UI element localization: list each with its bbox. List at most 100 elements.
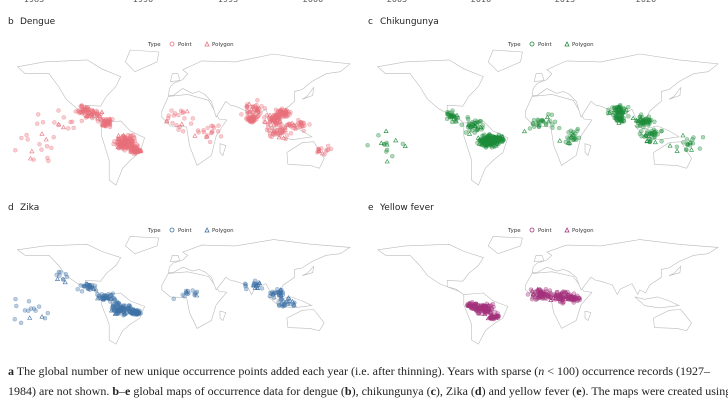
map-panel: e Yellow fever Type Point Polygon — [368, 203, 719, 345]
occurrence-point — [105, 296, 111, 301]
occurrence-point — [65, 126, 71, 131]
occurrence-point — [567, 141, 572, 146]
legend-title: Type — [507, 228, 521, 234]
occurrence-point — [647, 139, 652, 145]
occurrence-point — [273, 107, 279, 113]
occurrence-point — [652, 132, 657, 137]
occurrence-point — [489, 306, 495, 312]
landmass — [219, 143, 227, 157]
legend-icon — [204, 41, 210, 47]
occurrence-point — [245, 116, 250, 122]
occurrence-point — [64, 274, 70, 280]
occurrence-point — [447, 115, 452, 120]
caption-text: c — [430, 384, 436, 398]
occurrence-point — [243, 286, 249, 292]
occurrence-point — [527, 126, 533, 131]
landmass — [377, 59, 484, 124]
occurrence-point — [195, 128, 201, 133]
occurrence-point — [557, 296, 562, 301]
occurrence-point — [277, 125, 282, 131]
occurrence-point — [188, 121, 194, 126]
occurrence-point — [475, 127, 480, 133]
panel-letter: e — [368, 203, 374, 213]
occurrence-polygon — [545, 118, 552, 124]
landmass — [584, 143, 592, 157]
occurrence-point — [376, 133, 381, 138]
occurrence-point — [640, 115, 645, 120]
occurrence-polygon — [27, 315, 33, 320]
occurrence-point — [279, 122, 284, 127]
occurrence-point — [390, 153, 395, 159]
occurrence-point — [475, 140, 480, 146]
landmass — [302, 86, 315, 100]
occurrence-point — [31, 306, 37, 311]
legend-icon — [564, 41, 570, 47]
occurrence-point — [484, 142, 489, 148]
occurrence-point — [492, 136, 497, 141]
occurrence-point — [190, 116, 196, 121]
occurrence-point — [326, 143, 331, 149]
occurrence-point — [623, 109, 628, 115]
occurrence-point — [557, 125, 562, 131]
occurrence-point — [18, 320, 24, 326]
occurrence-point — [107, 124, 113, 130]
occurrence-point — [71, 125, 76, 131]
occurrence-point — [568, 296, 574, 301]
occurrence-polygon — [548, 297, 554, 302]
occurrence-point — [645, 119, 651, 125]
occurrence-polygon — [99, 109, 105, 114]
occurrence-point — [166, 113, 172, 118]
occurrence-point — [619, 119, 624, 124]
occurrence-polygon — [530, 291, 536, 297]
occurrence-point — [280, 292, 286, 297]
occurrence-polygon — [277, 118, 283, 124]
occurrence-point — [35, 121, 40, 126]
occurrence-point — [616, 107, 621, 113]
occurrence-polygon — [86, 106, 92, 111]
occurrence-point — [103, 123, 109, 129]
occurrence-point — [659, 129, 664, 134]
occurrence-point — [127, 138, 133, 144]
occurrence-polygon — [561, 289, 567, 295]
occurrence-point — [123, 141, 128, 146]
occurrence-point — [316, 147, 322, 153]
legend-title: Type — [507, 42, 521, 48]
legend-icon — [529, 41, 535, 47]
occurrence-polygon — [293, 121, 300, 127]
occurrence-point — [61, 115, 66, 120]
occurrence-point — [479, 311, 484, 316]
occurrence-polygon — [111, 307, 117, 312]
landmass — [584, 310, 592, 321]
occurrence-point — [218, 134, 224, 139]
caption-text: d — [474, 384, 482, 398]
occurrence-polygon — [568, 134, 575, 139]
occurrence-polygon — [384, 158, 390, 164]
occurrence-polygon — [535, 286, 541, 292]
occurrence-polygon — [95, 115, 101, 121]
occurrence-polygon — [254, 108, 260, 114]
landmass — [161, 94, 228, 166]
landmass — [634, 296, 680, 309]
occurrence-point — [561, 299, 566, 304]
axis-label: 1995 — [218, 0, 238, 4]
occurrence-polygon — [617, 115, 623, 120]
occurrence-point — [480, 302, 485, 308]
occurrence-polygon — [128, 309, 134, 314]
occurrence-point — [275, 117, 281, 122]
occurrence-point — [134, 309, 140, 315]
occurrence-point — [681, 140, 686, 145]
occurrence-point — [550, 125, 555, 130]
occurrence-point — [134, 150, 139, 155]
occurrence-point — [531, 117, 537, 123]
landmass — [653, 141, 692, 169]
occurrence-point — [297, 124, 303, 129]
occurrence-point — [287, 299, 292, 304]
occurrence-point — [131, 146, 137, 152]
occurrence-polygon — [449, 112, 455, 117]
occurrence-point — [251, 281, 257, 286]
occurrence-polygon — [674, 148, 680, 153]
occurrence-polygon — [563, 289, 569, 294]
occurrence-point — [543, 121, 549, 126]
occurrence-point — [646, 132, 651, 137]
occurrence-point — [281, 299, 286, 304]
